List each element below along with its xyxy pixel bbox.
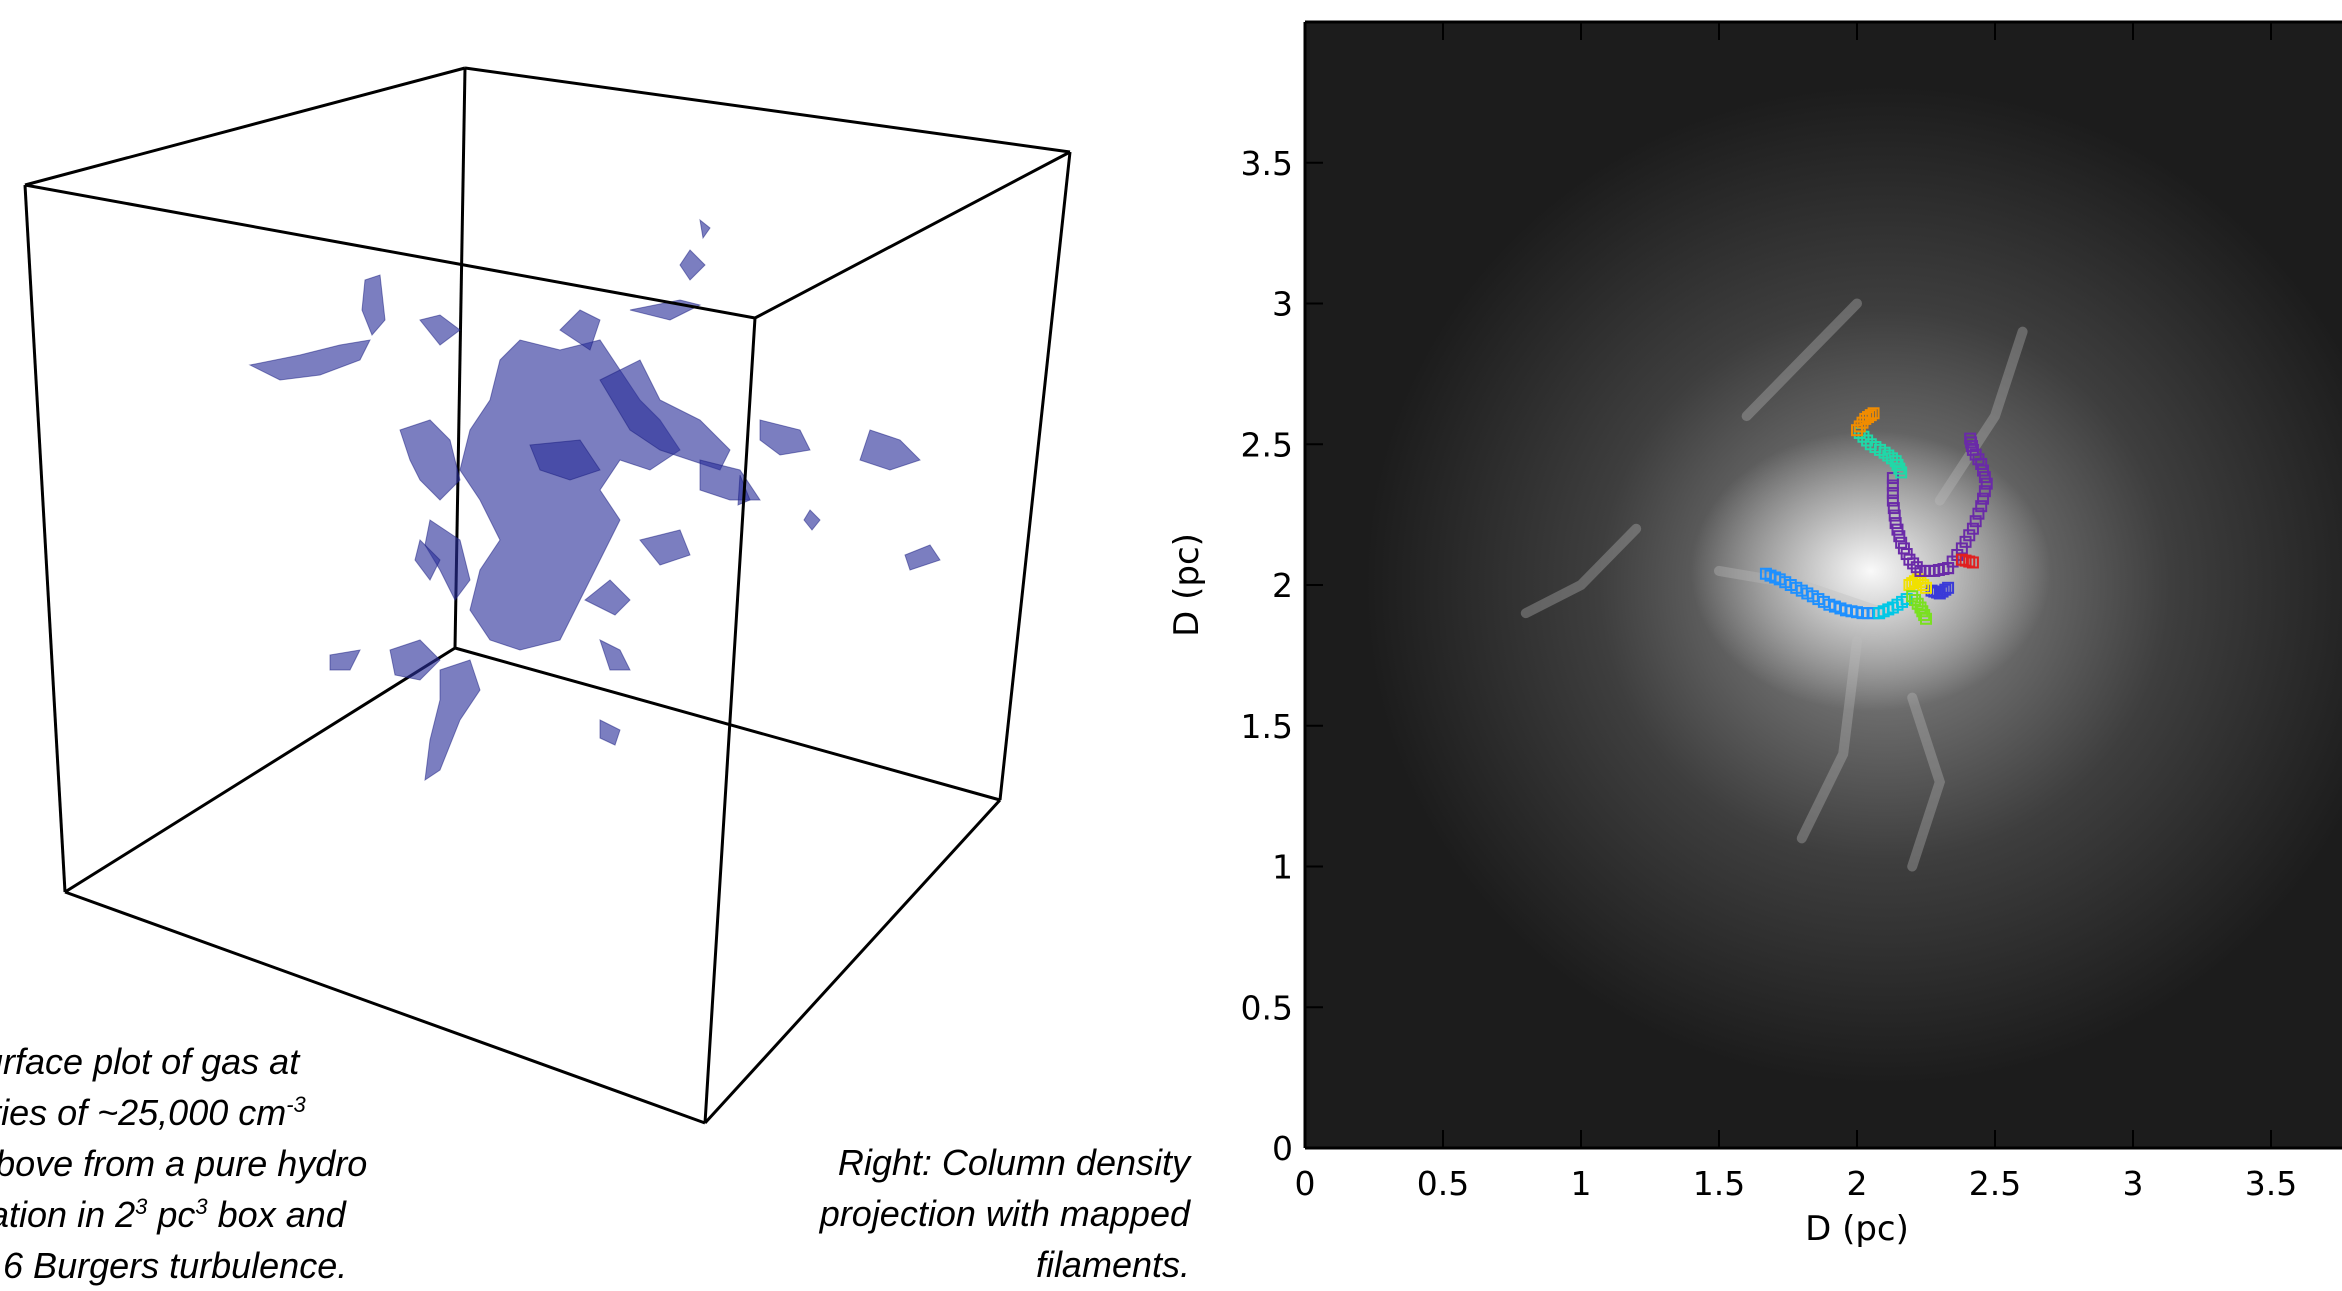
filament-marker xyxy=(1886,494,1899,507)
isosurface-cube xyxy=(23,66,1072,1125)
y-tick-label: 0.5 xyxy=(1241,988,1293,1027)
y-tick-label: 2 xyxy=(1272,566,1293,605)
density-core xyxy=(1690,430,2051,711)
right-caption-line: projection with mapped xyxy=(819,1193,1190,1234)
y-tick-label: 1.5 xyxy=(1241,707,1293,746)
x-tick-label: 2 xyxy=(1847,1164,1868,1203)
isosurface-panel xyxy=(0,0,1160,1280)
isosurface-blobs xyxy=(248,218,941,782)
filament-marker xyxy=(1888,509,1901,522)
column-density-chart: 0 0.5 1 1.5 2 2.5 3 3.5 0 0.5 1 1.5 2 2.5 3 3.5 D (pc) D … xyxy=(1167,20,2342,1249)
cube-edge xyxy=(23,184,67,893)
filament-marker xyxy=(1963,529,1976,542)
left-caption-line: simulation in 23 pc3 box and xyxy=(0,1189,465,1240)
left-caption-sup: 3 xyxy=(135,1194,148,1219)
y-tick-label: 3.5 xyxy=(1241,144,1293,183)
y-tick-label: 0 xyxy=(1272,1129,1293,1168)
left-caption-text: box and xyxy=(207,1194,346,1235)
filament-marker xyxy=(1978,471,1991,484)
density-wisp xyxy=(1907,692,1946,872)
filament-marker xyxy=(1889,517,1902,530)
density-wisp xyxy=(1796,636,1862,844)
x-tick-label: 0 xyxy=(1295,1164,1316,1203)
filament-marker xyxy=(1893,530,1906,543)
y-tick-label: 1 xyxy=(1272,848,1293,887)
filament-marker xyxy=(1861,434,1874,447)
filament-marker xyxy=(1867,407,1880,420)
filament-marker xyxy=(1889,455,1902,468)
x-tick-label: 1.5 xyxy=(1693,1164,1745,1203)
filament-marker xyxy=(1893,462,1906,475)
cube-edge xyxy=(454,646,1001,802)
y-axis-title: D (pc) xyxy=(1167,533,1207,637)
filament-marker xyxy=(1977,492,1990,505)
filament-marker xyxy=(1886,479,1899,492)
left-caption-text: densities of ~25,000 cm xyxy=(0,1092,287,1133)
filament-marker xyxy=(1910,561,1923,574)
column-density-panel: 0 0.5 1 1.5 2 2.5 3 3.5 0 0.5 1 1.5 2 2.5 3 3.5 D (pc) D … xyxy=(1160,0,2342,1280)
x-tick-label: 0.5 xyxy=(1417,1164,1469,1203)
filament-marker xyxy=(1891,458,1904,471)
filament-marker xyxy=(1903,553,1916,566)
density-wisp xyxy=(1520,523,1642,619)
filament-marker xyxy=(1977,464,1990,477)
filament-marker xyxy=(1980,477,1993,490)
filament-marker xyxy=(1916,605,1929,618)
filament-marker xyxy=(1917,579,1930,591)
left-caption-line: densities of ~25,000 cm-3 xyxy=(0,1087,465,1138)
filament-marker xyxy=(1939,583,1952,596)
x-tick-label: 3.5 xyxy=(2245,1164,2297,1203)
x-tick-label: 2.5 xyxy=(1969,1164,2021,1203)
left-caption-line: Mach 6 Burgers turbulence. xyxy=(0,1245,348,1286)
filament-marker xyxy=(1895,466,1908,479)
filament-marker xyxy=(1959,535,1972,548)
right-caption: Right: Column density projection with ma… xyxy=(700,1137,1190,1290)
filament-marker xyxy=(1891,523,1904,536)
y-tick-label: 3 xyxy=(1272,285,1293,324)
density-image xyxy=(1364,85,2342,1085)
cube-edge xyxy=(464,66,1071,154)
left-caption-text: pc xyxy=(147,1194,196,1235)
left-caption-line: Iso-surface plot of gas at xyxy=(0,1041,300,1082)
filament-marker xyxy=(1942,581,1955,594)
filament-marker xyxy=(1969,515,1982,528)
left-caption-text: simulation in 2 xyxy=(0,1194,136,1235)
left-caption-sup: -3 xyxy=(286,1092,306,1117)
right-caption-line: Right: Column density xyxy=(837,1142,1190,1183)
cube-edge xyxy=(24,66,466,187)
left-caption: Iso-surface plot of gas at densities of … xyxy=(0,1036,465,1291)
left-caption-line: and above from a pure hydro xyxy=(0,1143,368,1184)
cube-edge xyxy=(754,150,1071,320)
density-wisp xyxy=(1741,298,1862,422)
cube-edge xyxy=(64,890,706,1125)
cube-edge xyxy=(703,317,757,1124)
x-axis-title: D (pc) xyxy=(1805,1209,1909,1249)
filament-marker xyxy=(1972,507,1985,520)
cube-edge xyxy=(64,646,456,894)
cube-edge xyxy=(998,151,1072,801)
x-tick-label: 3 xyxy=(2123,1164,2144,1203)
filament-marker xyxy=(1914,601,1927,614)
filament-marker xyxy=(1966,556,1979,569)
cube-edge xyxy=(703,798,1002,1125)
x-tick-label: 1 xyxy=(1571,1164,1592,1203)
density-wisp xyxy=(1934,326,2028,506)
filament-marker xyxy=(1918,609,1931,622)
filament-marker xyxy=(1920,581,1932,594)
filament-marker xyxy=(1955,542,1968,555)
filament-marker xyxy=(1978,485,1991,498)
cube-edge xyxy=(24,183,756,320)
right-caption-line: filaments. xyxy=(1035,1244,1190,1285)
filament-marker xyxy=(1864,409,1877,422)
filament-marker xyxy=(1887,502,1900,515)
filament-marker xyxy=(1907,557,1920,570)
filament-marker xyxy=(1920,612,1932,625)
y-tick-label: 2.5 xyxy=(1241,425,1293,464)
filament-marker xyxy=(1975,500,1988,513)
filament-marker xyxy=(1964,432,1977,445)
filament-marker xyxy=(1966,522,1979,535)
filament-marker xyxy=(1886,487,1899,500)
left-caption-sup: 3 xyxy=(195,1194,208,1219)
